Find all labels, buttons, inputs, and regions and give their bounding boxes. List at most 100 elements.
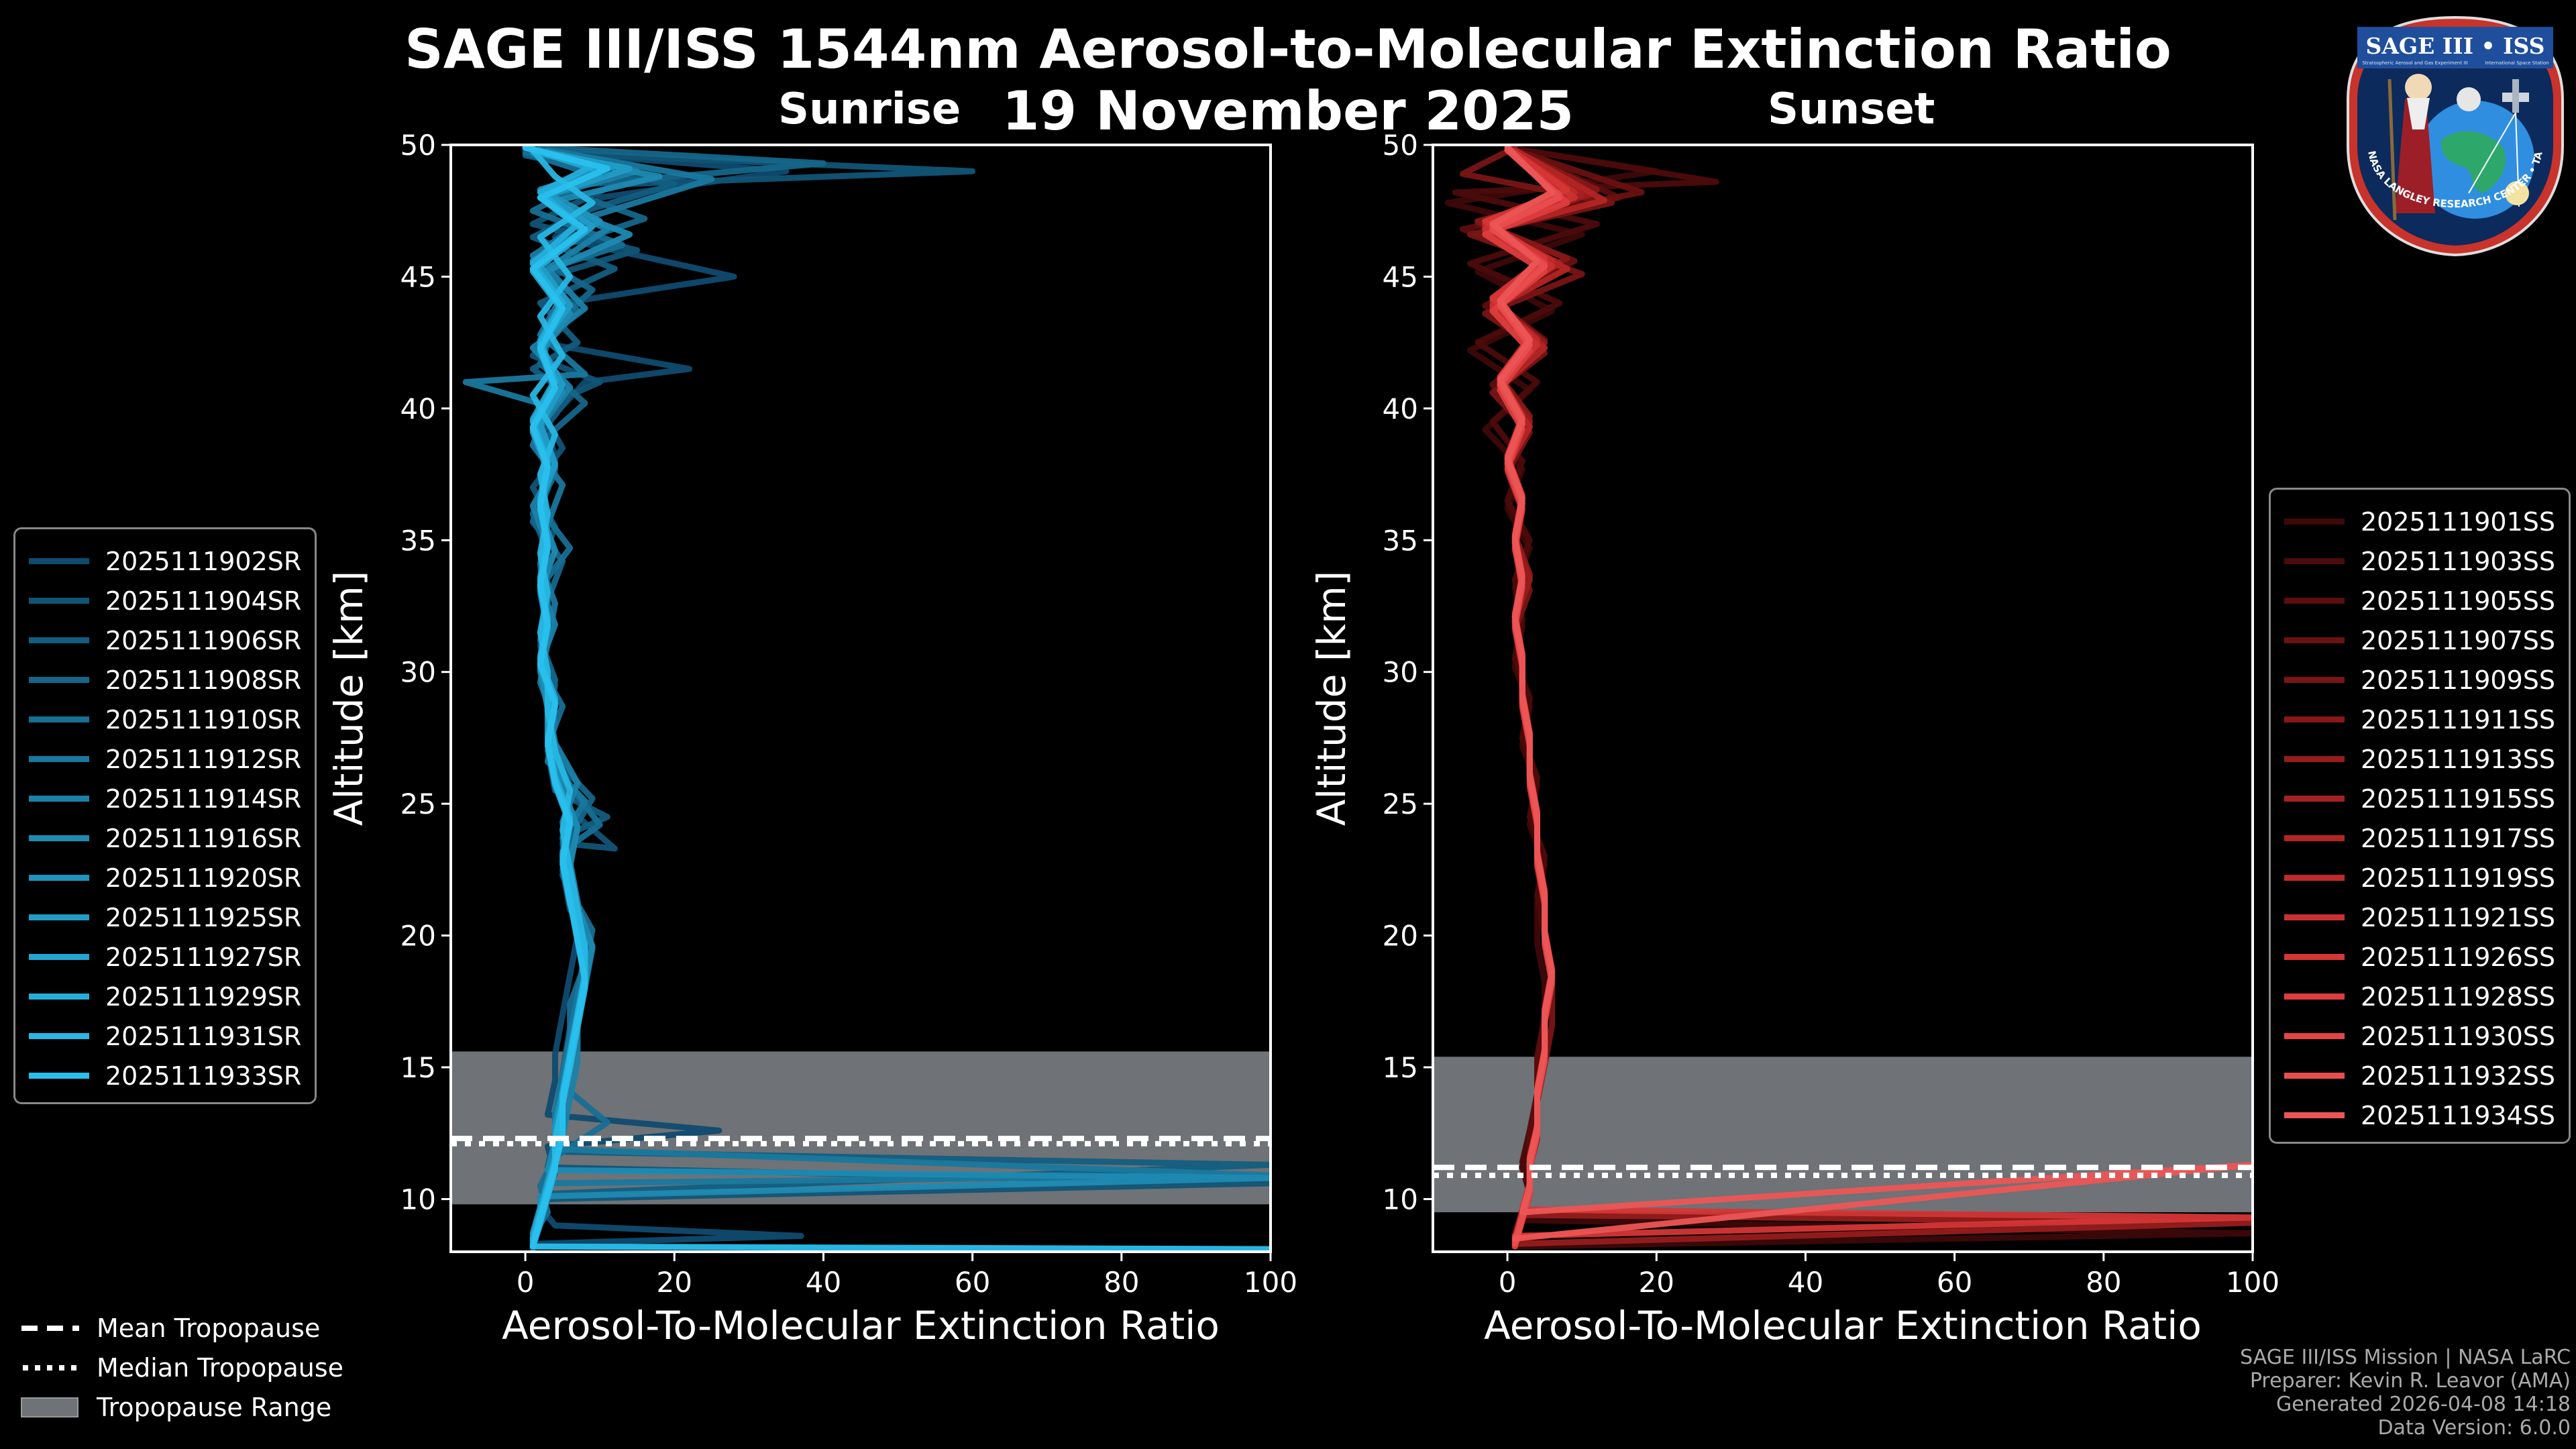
tropopause-legend: Mean Tropopause Median Tropopause Tropop…	[20, 1308, 343, 1427]
sunrise-series-group	[462, 145, 1271, 1252]
sunrise-x-tick-label: 100	[1244, 1266, 1297, 1299]
sunrise-y-tick-label: 40	[400, 392, 436, 425]
sunset-x-tick-label: 100	[2226, 1266, 2279, 1299]
legend-entry-2025111929SR: 2025111929SR	[29, 977, 301, 1016]
legend-swatch	[2284, 598, 2345, 604]
legend-entry-2025111915SS: 2025111915SS	[2284, 779, 2555, 818]
legend-entry-2025111931SR: 2025111931SR	[29, 1016, 301, 1056]
legend-entry-2025111907SS: 2025111907SS	[2284, 621, 2555, 660]
legend-label: 2025111934SS	[2361, 1100, 2556, 1130]
sunset-plot: 0 20 40 60 80 100 10 15 20 25 30 35 40 45 50 Aerosol-To…	[1309, 129, 2279, 1348]
legend-entry-2025111908SR: 2025111908SR	[29, 660, 301, 700]
sunrise-y-tick-label: 50	[400, 129, 436, 162]
sunrise-x-tick-label: 40	[806, 1266, 841, 1299]
sunrise-x-tick-label: 60	[955, 1266, 990, 1299]
legend-swatch	[2284, 994, 2345, 1000]
legend-swatch	[2284, 637, 2345, 643]
sunrise-y-tick-label: 30	[400, 656, 436, 689]
sunset-x-tick-label: 20	[1639, 1266, 1674, 1299]
legend-entry-2025111928SS: 2025111928SS	[2284, 977, 2555, 1016]
legend-label: 2025111929SR	[105, 981, 302, 1012]
sunset-panel-title: Sunset	[1768, 85, 1935, 134]
dashed-line-swatch	[21, 1325, 79, 1331]
legend-swatch	[2284, 716, 2345, 722]
legend-label: 2025111902SR	[105, 546, 302, 576]
legend-entry-2025111912SR: 2025111912SR	[29, 739, 301, 779]
sunset-y-tick-label: 30	[1383, 656, 1418, 689]
legend-swatch	[2284, 519, 2345, 525]
legend-entry-2025111909SS: 2025111909SS	[2284, 660, 2555, 700]
series-line-2025111934SS	[1489, 145, 2253, 1242]
legend-label: 2025111927SR	[105, 942, 302, 972]
legend-swatch	[2284, 1033, 2345, 1039]
legend-entry-2025111932SS: 2025111932SS	[2284, 1056, 2555, 1095]
legend-label: 2025111921SS	[2361, 902, 2556, 932]
sage-iii-iss-logo: SAGE III • ISS Stratospheric Aerosol and…	[2337, 3, 2569, 260]
sunset-y-tick-label: 15	[1383, 1051, 1418, 1084]
legend-entry-2025111933SR: 2025111933SR	[29, 1056, 301, 1095]
legend-tropopause-range: Tropopause Range	[20, 1387, 343, 1427]
sunset-x-tick-label: 60	[1937, 1266, 1972, 1299]
footer-version: Data Version: 6.0.0	[2377, 1416, 2571, 1440]
sunrise-y-tick-label: 15	[400, 1051, 436, 1084]
sunset-x-tick-label: 40	[1788, 1266, 1823, 1299]
legend-entry-2025111916SR: 2025111916SR	[29, 818, 301, 858]
legend-label: 2025111906SR	[105, 625, 302, 655]
legend-entry-2025111913SS: 2025111913SS	[2284, 739, 2555, 779]
footer-credits: SAGE III/ISS Mission | NASA LaRC Prepare…	[2240, 1346, 2571, 1440]
legend-swatch	[29, 598, 89, 604]
legend-entry-2025111911SS: 2025111911SS	[2284, 700, 2555, 739]
legend-mean-label: Mean Tropopause	[97, 1313, 321, 1343]
title-block: SAGE III/ISS 1544nm Aerosol-to-Molecular…	[0, 19, 2576, 142]
legend-median-tropopause: Median Tropopause	[20, 1348, 343, 1387]
legend-swatch	[29, 1073, 89, 1079]
legend-entry-2025111927SR: 2025111927SR	[29, 937, 301, 977]
legend-swatch	[29, 716, 89, 722]
legend-label: 2025111910SR	[105, 704, 302, 735]
sunset-plot-frame	[1432, 144, 2254, 1253]
legend-entry-2025111903SS: 2025111903SS	[2284, 541, 2555, 581]
legend-entry-2025111934SS: 2025111934SS	[2284, 1095, 2555, 1135]
dotted-line-swatch	[23, 1364, 79, 1371]
legend-entry-2025111910SR: 2025111910SR	[29, 700, 301, 739]
legend-entry-2025111914SR: 2025111914SR	[29, 779, 301, 818]
range-swatch	[21, 1397, 78, 1417]
sunrise-y-tick-label: 45	[400, 260, 436, 293]
legend-swatch	[29, 875, 89, 881]
legend-entry-2025111902SR: 2025111902SR	[29, 541, 301, 581]
legend-median-label: Median Tropopause	[97, 1352, 343, 1383]
legend-label: 2025111925SR	[105, 902, 302, 932]
legend-swatch	[29, 954, 89, 960]
legend-range-label: Tropopause Range	[97, 1392, 332, 1422]
sunrise-y-tick-label: 25	[400, 788, 436, 820]
sunrise-y-tick-label: 10	[400, 1183, 436, 1216]
sunrise-x-axis-label: Aerosol-To-Molecular Extinction Ratio	[502, 1303, 1220, 1348]
legend-swatch	[29, 835, 89, 841]
logo-line1: Stratospheric Aerosol and Gas Experiment…	[2362, 60, 2467, 66]
sunrise-y-tick-label: 20	[400, 920, 436, 953]
sunrise-x-tick-label: 0	[517, 1266, 535, 1299]
sunrise-plot: 0 20 40 60 80 100 10 15 20 25 30 35 40 45 50 Aerosol-To…	[326, 129, 1297, 1348]
legend-label: 2025111914SR	[105, 784, 302, 814]
legend-label: 2025111928SS	[2361, 981, 2556, 1012]
sunset-y-tick-label: 45	[1383, 260, 1418, 293]
legend-label: 2025111930SS	[2361, 1021, 2556, 1051]
legend-swatch	[2284, 1112, 2345, 1118]
legend-label: 2025111933SR	[105, 1061, 302, 1091]
legend-label: 2025111911SS	[2361, 704, 2556, 735]
mission-patch-icon: SAGE III • ISS Stratospheric Aerosol and…	[2337, 3, 2564, 257]
sunset-y-tick-label: 10	[1383, 1183, 1418, 1216]
legend-label: 2025111907SS	[2361, 625, 2556, 655]
legend-swatch	[2284, 756, 2345, 762]
legend-swatch	[29, 558, 89, 564]
legend-entry-2025111904SR: 2025111904SR	[29, 581, 301, 621]
legend-label: 2025111917SS	[2361, 823, 2556, 853]
legend-swatch	[2284, 1073, 2345, 1079]
legend-label: 2025111908SR	[105, 665, 302, 695]
series-line-2025111933SR	[522, 145, 1271, 1252]
legend-swatch	[2284, 875, 2345, 881]
legend-entry-2025111901SS: 2025111901SS	[2284, 502, 2555, 541]
legend-label: 2025111909SS	[2361, 665, 2556, 695]
legend-swatch	[29, 637, 89, 643]
legend-label: 2025111913SS	[2361, 744, 2556, 774]
